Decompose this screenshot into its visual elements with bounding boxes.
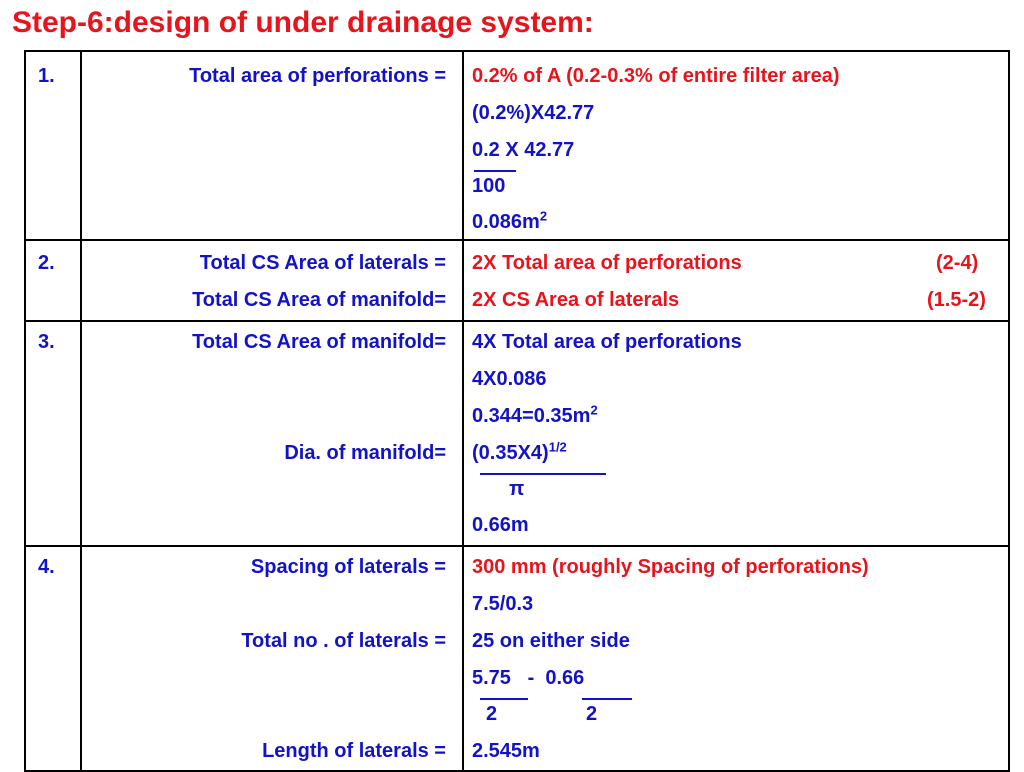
design-table: 1. Total area of perforations = 0.2% of … [24, 50, 1010, 772]
fraction-bar [474, 170, 516, 172]
formula-line: 2X CS Area of laterals [472, 289, 680, 311]
row-label: Total CS Area of laterals = [199, 252, 446, 274]
superscript: 1/2 [548, 439, 567, 455]
fraction-bar [582, 698, 632, 700]
formula-line: 5.75 - 0.66 [472, 667, 585, 689]
fraction-bar [480, 698, 528, 700]
row-number: 3. [38, 331, 55, 353]
row-number: 1. [38, 65, 55, 87]
row-label: Total area of perforations = [189, 65, 446, 87]
row-divider [26, 545, 1008, 547]
row-label: Length of laterals = [262, 740, 446, 762]
formula-line: 0.2 X 42.77 [472, 139, 575, 161]
formula-line: 0.66m [472, 514, 529, 536]
page-title: Step-6:design of under drainage system: [12, 6, 594, 39]
column-divider [80, 52, 82, 770]
column-divider [462, 52, 464, 770]
superscript: 2 [590, 402, 598, 418]
row-label: Dia. of manifold= [284, 442, 446, 464]
row-label: Spacing of laterals = [250, 556, 446, 578]
superscript: 2 [539, 208, 548, 224]
formula-line: 100 [472, 175, 506, 197]
row-label: Total no . of laterals = [241, 630, 446, 652]
row-number: 4. [38, 556, 55, 578]
formula-line: (0.2%)X42.77 [472, 102, 595, 124]
range-note: (1.5-2) [927, 289, 986, 311]
formula-line: 0.344=0.35m2 [472, 402, 598, 428]
formula-line: 25 on either side [472, 630, 630, 652]
row-divider [26, 239, 1008, 241]
row-number: 2. [38, 252, 55, 274]
row-label: Total CS Area of manifold= [192, 289, 446, 311]
formula-line: 2.545m [472, 740, 540, 762]
formula-line: 4X Total area of perforations [472, 331, 742, 353]
formula-line: 7.5/0.3 [472, 593, 534, 615]
formula-line: 2X Total area of perforations [472, 252, 742, 274]
formula-line: 300 mm (roughly Spacing of perforations) [472, 556, 869, 578]
formula-line: π [509, 478, 525, 500]
formula-line: 0.2% of A (0.2-0.3% of entire filter are… [472, 65, 840, 87]
row-divider [26, 320, 1008, 322]
range-note: (2-4) [936, 252, 979, 274]
fraction-bar [480, 473, 606, 475]
row-label: Total CS Area of manifold= [192, 331, 446, 353]
formula-value: (0.35X4) [472, 442, 549, 464]
formula-line: (0.35X4)1/2 [472, 439, 567, 465]
formula-line: 2 [486, 703, 498, 725]
formula-line: 2 [586, 703, 598, 725]
formula-line: 0.086m2 [472, 208, 548, 234]
formula-value: 0.086m [472, 211, 540, 233]
formula-line: 4X0.086 [472, 368, 547, 390]
formula-value: 0.344=0.35m [472, 405, 591, 427]
